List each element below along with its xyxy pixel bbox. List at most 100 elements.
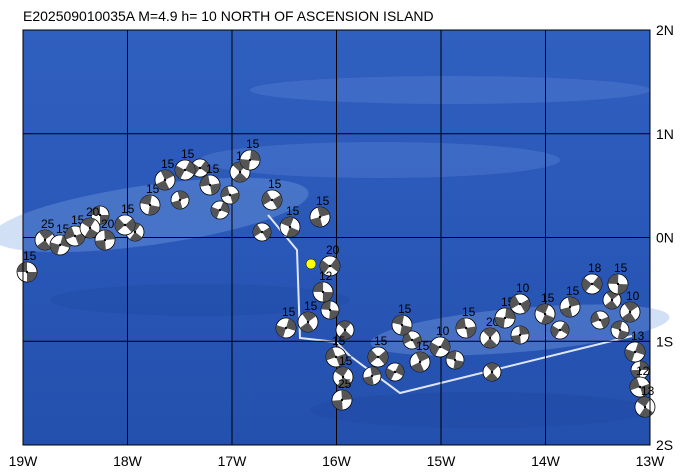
- axis-labels: 19W 18W 17W 16W 15W 14W 13W 2N 1N 0N 1S 2S: [9, 22, 674, 469]
- compression-quadrant: [567, 297, 580, 307]
- beachball-center: [610, 298, 614, 302]
- depth-label: 15: [246, 137, 260, 151]
- compression-quadrant: [412, 335, 422, 349]
- depth-label: 15: [282, 305, 296, 319]
- compression-quadrant: [621, 312, 636, 323]
- compression-quadrant: [590, 311, 600, 324]
- compression-quadrant: [104, 230, 115, 240]
- event: 15: [367, 334, 389, 368]
- compression-quadrant: [338, 321, 352, 330]
- depth-label: 10: [516, 281, 530, 295]
- depth-label: 15: [462, 305, 476, 319]
- beachball-center: [638, 385, 642, 389]
- compression-quadrant: [286, 227, 300, 237]
- compression-quadrant: [332, 400, 343, 410]
- compression-quadrant: [430, 342, 440, 356]
- depth-label: 18: [588, 261, 602, 275]
- event: 15: [325, 334, 347, 368]
- compression-quadrant: [95, 240, 106, 250]
- depth-label: 10: [436, 324, 450, 338]
- beachball-center: [163, 178, 167, 182]
- epicenter: [305, 258, 317, 270]
- compression-quadrant: [341, 390, 352, 400]
- event: 15: [607, 261, 629, 295]
- depth-label: 15: [614, 261, 628, 275]
- compression-quadrant: [220, 201, 229, 214]
- beachball-center: [218, 208, 222, 212]
- depth-label: 15: [286, 204, 300, 218]
- lon-label: 16W: [322, 453, 352, 469]
- compression-quadrant: [262, 227, 272, 240]
- compression-quadrant: [148, 205, 160, 215]
- depth-label: 15: [374, 334, 388, 348]
- depth-label: 12: [319, 269, 333, 283]
- lat-label: 1S: [656, 333, 673, 349]
- compression-quadrant: [175, 165, 185, 179]
- beachball-center: [306, 320, 310, 324]
- depth-label: 15: [181, 147, 195, 161]
- beachball-center: [518, 302, 522, 306]
- beachball-center: [73, 234, 77, 238]
- compression-quadrant: [221, 186, 230, 198]
- compression-quadrant: [210, 183, 220, 195]
- depth-label: 15: [23, 249, 37, 263]
- compression-quadrant: [395, 363, 404, 376]
- beachball-center: [318, 215, 322, 219]
- event: 15: [297, 299, 319, 333]
- compression-quadrant: [363, 376, 374, 386]
- beachball-center: [503, 316, 507, 320]
- beachball-center: [133, 230, 137, 234]
- beachball-center: [198, 166, 202, 170]
- compression-quadrant: [140, 195, 152, 205]
- compression-quadrant: [520, 299, 531, 313]
- event: 15: [279, 204, 301, 238]
- compression-quadrant: [336, 353, 346, 367]
- beachball-center: [518, 333, 522, 337]
- lon-label: 13W: [636, 453, 666, 469]
- compression-quadrant: [299, 322, 314, 332]
- beachball-center: [410, 338, 414, 342]
- events: 1525151520201515151515151515151520121515…: [16, 137, 656, 418]
- compression-quadrant: [160, 170, 174, 180]
- beachball-center: [543, 312, 547, 316]
- beachball-center: [376, 355, 380, 359]
- compression-quadrant: [624, 302, 639, 312]
- lat-label: 1N: [656, 126, 674, 142]
- compression-quadrant: [38, 230, 53, 240]
- compression-quadrant: [310, 217, 323, 227]
- beachball-center: [343, 328, 347, 332]
- compression-quadrant: [321, 301, 331, 310]
- beachball-center: [43, 238, 47, 242]
- depth-label: 25: [41, 217, 55, 231]
- depth-label: 15: [566, 284, 580, 298]
- depth-label: 15: [332, 334, 346, 348]
- beachball-center: [183, 168, 187, 172]
- compression-quadrant: [370, 366, 381, 376]
- compression-quadrant: [608, 274, 619, 284]
- beachball-center: [418, 360, 422, 364]
- depth-label: 15: [541, 291, 555, 305]
- compression-quadrant: [100, 215, 109, 224]
- event: 12: [629, 364, 651, 398]
- beachball-center: [284, 326, 288, 330]
- compression-quadrant: [262, 191, 272, 206]
- compression-quadrant: [253, 224, 262, 237]
- compression-quadrant: [17, 262, 27, 272]
- compression-quadrant: [115, 217, 125, 232]
- depth-label: 15: [416, 339, 430, 353]
- compression-quadrant: [639, 361, 649, 370]
- beachball-center: [270, 198, 274, 202]
- compression-quadrant: [551, 325, 560, 338]
- event: 15: [154, 157, 176, 191]
- compression-quadrant: [91, 206, 100, 215]
- compression-quadrant: [592, 276, 603, 291]
- depth-label: 20: [326, 243, 340, 257]
- beachball-center: [178, 198, 182, 202]
- lon-label: 15W: [427, 453, 457, 469]
- depth-label: 12: [636, 364, 650, 378]
- compression-quadrant: [272, 194, 282, 209]
- compression-quadrant: [640, 383, 651, 397]
- compression-quadrant: [240, 158, 250, 170]
- compression-quadrant: [511, 335, 521, 344]
